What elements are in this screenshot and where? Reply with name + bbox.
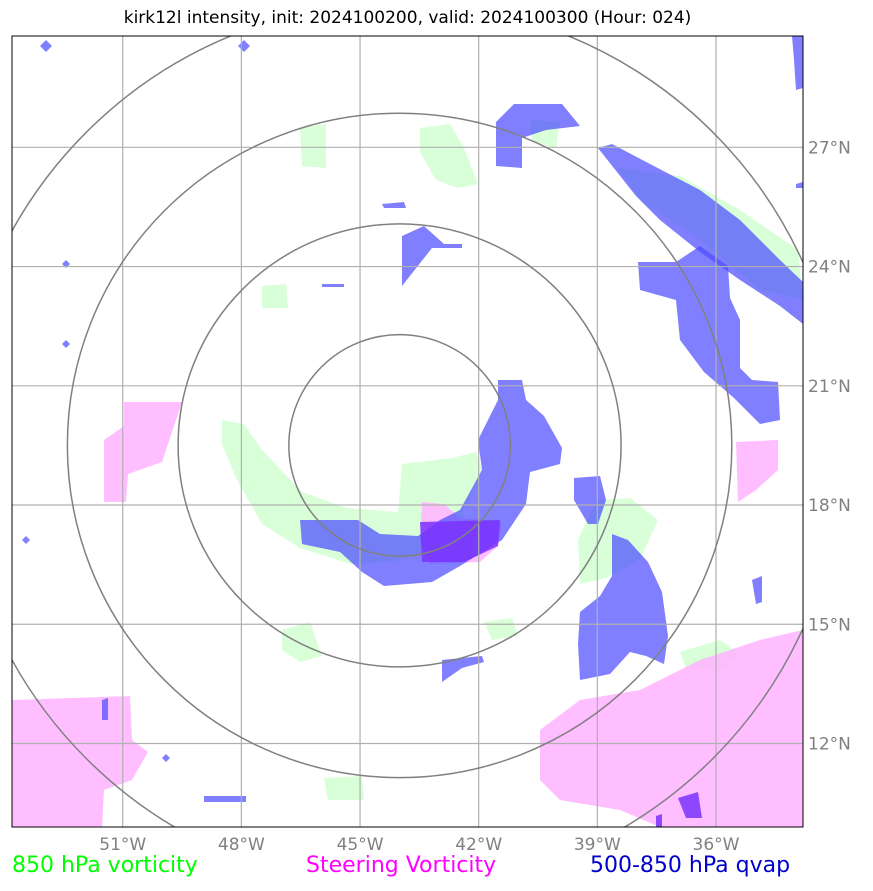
qvap-region: [402, 226, 462, 286]
vorticity-850-region: [300, 124, 326, 168]
qvap-region: [574, 476, 606, 524]
latitude-tick-label: 27°N: [808, 138, 851, 158]
latitude-tick-label: 24°N: [808, 258, 851, 278]
longitude-tick-label: 45°W: [337, 835, 384, 855]
field-layers: [12, 36, 803, 827]
qvap-region: [578, 534, 668, 680]
vorticity-850-region: [484, 618, 518, 640]
qvap-region: [22, 536, 30, 544]
overlap-region: [656, 814, 662, 827]
graticule: [12, 36, 803, 827]
steering-vorticity-region: [12, 696, 148, 827]
qvap-region: [792, 36, 803, 90]
overlap-layer: [420, 520, 702, 827]
legend-850-vorticity: 850 hPa vorticity: [12, 853, 198, 878]
vorticity-850-region: [420, 124, 478, 188]
qvap-region: [40, 40, 52, 52]
tick-labels: 51°W 48°W 45°W 42°W 39°W 36°W 27°N 24°N 21°N 18°N…: [99, 138, 851, 855]
vorticity-850-region: [282, 622, 322, 662]
qvap-region: [442, 656, 484, 682]
qvap-region: [382, 202, 406, 208]
qvap-region: [102, 698, 108, 720]
vorticity-850-region: [324, 776, 364, 800]
distance-ring: [288, 333, 512, 557]
longitude-tick-label: 42°W: [455, 835, 502, 855]
legend-qvap: 500-850 hPa qvap: [590, 853, 791, 878]
longitude-tick-label: 48°W: [218, 835, 265, 855]
latitude-tick-label: 15°N: [808, 615, 851, 635]
steering-vorticity-region: [736, 440, 778, 502]
qvap-region: [496, 104, 580, 168]
latitude-tick-label: 12°N: [808, 735, 851, 755]
distance-ring: [177, 223, 622, 668]
qvap-region: [62, 340, 70, 348]
latitude-tick-label: 18°N: [808, 496, 851, 516]
qvap-region: [162, 754, 170, 762]
distance-ring: [66, 112, 733, 779]
qvap-region: [752, 576, 762, 604]
map-frame: [11, 35, 804, 828]
qvap-region: [204, 796, 246, 802]
latitude-tick-label: 21°N: [808, 377, 851, 397]
vorticity-850-region: [262, 284, 288, 308]
qvap-region: [796, 182, 803, 188]
qvap-region: [322, 284, 344, 287]
longitude-tick-label: 36°W: [693, 835, 740, 855]
map-title: kirk12l intensity, init: 2024100200, val…: [123, 8, 692, 28]
overlap-region: [420, 520, 500, 562]
qvap-region: [638, 246, 780, 424]
overlap-region: [678, 792, 702, 818]
qvap-region: [598, 144, 803, 324]
longitude-tick-label: 51°W: [99, 835, 146, 855]
longitude-tick-label: 39°W: [574, 835, 621, 855]
steering-vorticity-region: [540, 630, 803, 827]
distance-rings: [12, 36, 803, 827]
legend-steering-vorticity: Steering Vorticity: [306, 853, 497, 878]
vorticity-850-region: [222, 420, 482, 564]
steering-vorticity-region: [104, 402, 182, 502]
